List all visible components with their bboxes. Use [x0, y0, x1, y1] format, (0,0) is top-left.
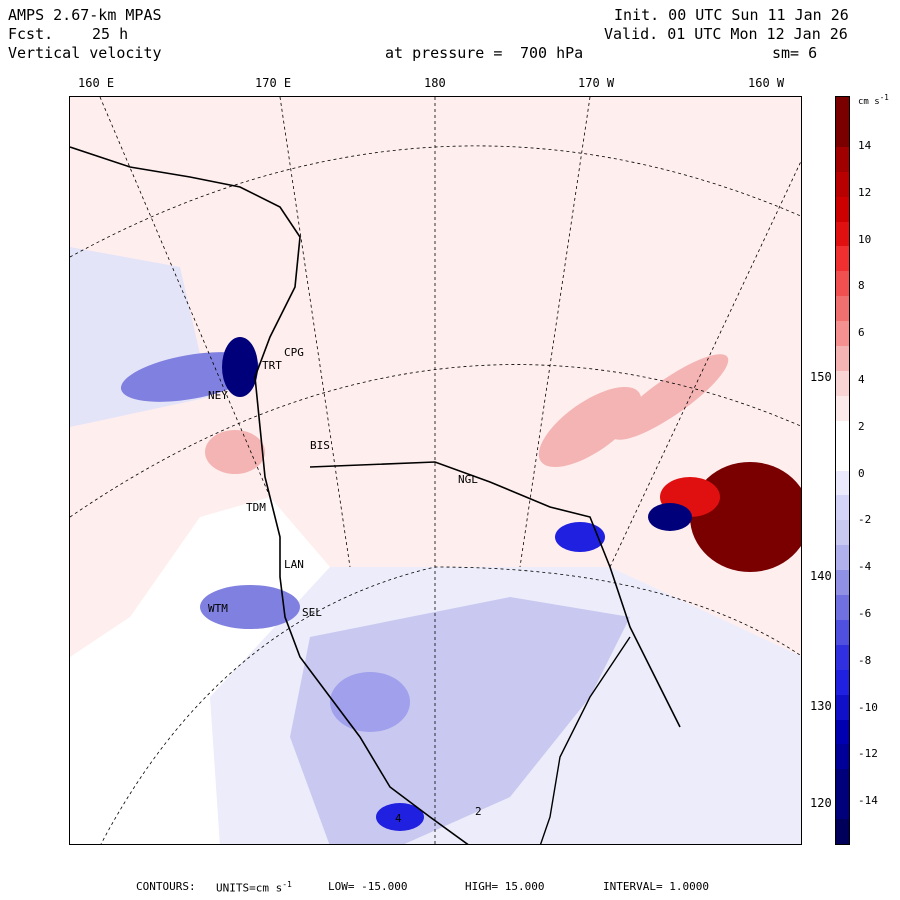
colorbar-segment — [836, 196, 849, 222]
colorbar-segment — [836, 570, 849, 596]
colorbar-segment — [836, 495, 849, 521]
colorbar-segment — [836, 545, 849, 571]
colorbar-segment — [836, 271, 849, 297]
colorbar-segment — [836, 819, 849, 845]
map-field-svg — [70, 97, 801, 844]
colorbar-segment — [836, 146, 849, 173]
colorbar-unit: cm s-1 — [858, 93, 889, 107]
footer-high: HIGH= 15.000 — [465, 880, 545, 893]
descent-core-east — [555, 522, 605, 552]
colorbar-tick-label: -2 — [858, 513, 872, 527]
ocean-weak-region — [70, 97, 801, 657]
colorbar-tick-label: -12 — [858, 747, 878, 761]
colorbar-segment — [836, 719, 849, 745]
colorbar-segment — [836, 769, 849, 795]
colorbar-segment — [836, 644, 849, 671]
lon-label-180: 180 — [424, 76, 446, 90]
colorbar-tick-label: -8 — [858, 653, 872, 667]
colorbar-segment — [836, 97, 849, 123]
colorbar-segment — [836, 595, 849, 621]
smoothing-value: sm= 6 — [772, 44, 818, 62]
pressure-value: 700 hPa — [520, 44, 584, 62]
colorbar-segment — [836, 445, 849, 471]
station-box-4: 4 — [395, 812, 402, 825]
colorbar-tick-label: -4 — [858, 560, 872, 574]
colorbar — [835, 96, 850, 845]
footer-units: UNITS=cm s-1 — [216, 880, 292, 895]
field-name: Vertical velocity — [8, 44, 162, 62]
strong-descent-east — [648, 503, 692, 531]
station-ney: NEY — [208, 389, 228, 402]
pressure-label: at pressure = — [385, 44, 503, 62]
graticule — [70, 97, 801, 844]
colorbar-tick-label: 14 — [858, 139, 872, 152]
strong-descent-west — [222, 337, 258, 397]
station-trt: TRT — [262, 359, 282, 372]
footer-low: LOW= -15.000 — [328, 880, 408, 893]
station-cpg: CPG — [284, 346, 304, 359]
footer-contours: CONTOURS: — [136, 880, 196, 893]
lon-label-170w: 170 W — [578, 76, 615, 90]
lon-label-160w: 160 W — [748, 76, 785, 90]
ice-shelf-front — [309, 461, 681, 728]
descent-patch-wtm — [200, 585, 300, 629]
forecast-hours: 25 h — [92, 25, 129, 43]
colorbar-segment — [836, 121, 849, 148]
colorbar-tick-label: -14 — [858, 794, 878, 808]
colorbar-segment — [836, 370, 849, 397]
colorbar-segment — [836, 520, 849, 546]
colorbar-segment — [836, 744, 849, 770]
colorbar-segment — [836, 321, 849, 347]
vertical-velocity-map: CPG TRT NEY BIS NGL TDM LAN WTM SEL 4 2 — [69, 96, 802, 845]
colorbar-segment — [836, 794, 849, 820]
station-lan: LAN — [284, 558, 304, 571]
grounding-line-east — [539, 636, 631, 844]
footer-interval: INTERVAL= 1.0000 — [603, 880, 709, 893]
colorbar-tick-label: 12 — [858, 185, 872, 199]
colorbar-tick-label: 8 — [858, 279, 865, 293]
colorbar-segment — [836, 420, 849, 447]
colorbar-tick-label: 10 — [858, 232, 872, 246]
colorbar-segment — [836, 171, 849, 198]
lon-label-170e: 170 E — [255, 76, 292, 90]
colorbar-segment — [836, 395, 849, 422]
colorbar-segment — [836, 346, 849, 372]
colorbar-tick-label: -6 — [858, 607, 872, 620]
colorbar-tick-label: 4 — [858, 373, 865, 386]
colorbar-segment — [836, 619, 849, 646]
coastline-west — [70, 146, 469, 844]
station-wtm: WTM — [208, 602, 228, 615]
colorbar-segment — [836, 470, 849, 496]
descent-region-south — [290, 597, 630, 844]
colorbar-tick-label: 2 — [858, 419, 865, 433]
colorbar-segment — [836, 694, 849, 720]
descent-patch-south — [330, 672, 410, 732]
ascent-patch-west — [205, 430, 265, 474]
colorbar-tick-label: -10 — [858, 700, 878, 714]
ascent-band-1 — [538, 386, 642, 468]
colorbar-segment — [836, 221, 849, 247]
lon-label-160e: 160 E — [78, 76, 115, 90]
station-ngl: NGL — [458, 473, 478, 486]
station-box-2: 2 — [475, 805, 482, 818]
colorbar-segment — [836, 296, 849, 322]
forecast-label: Fcst. — [8, 25, 54, 43]
model-title: AMPS 2.67-km MPAS — [8, 6, 162, 24]
descent-core-south — [376, 803, 424, 831]
station-bis: BIS — [310, 439, 330, 452]
colorbar-tick-label: 0 — [858, 466, 865, 480]
station-tdm: TDM — [246, 501, 266, 514]
init-time: Init. 00 UTC Sun 11 Jan 26 — [614, 6, 849, 24]
colorbar-tick-label: 6 — [858, 326, 865, 340]
station-sel: SEL — [302, 606, 322, 619]
colorbar-segment — [836, 246, 849, 272]
colorbar-segment — [836, 669, 849, 696]
ascent-band-2 — [611, 354, 729, 440]
blank-corner — [70, 657, 210, 844]
valid-time: Valid. 01 UTC Mon 12 Jan 26 — [604, 25, 848, 43]
